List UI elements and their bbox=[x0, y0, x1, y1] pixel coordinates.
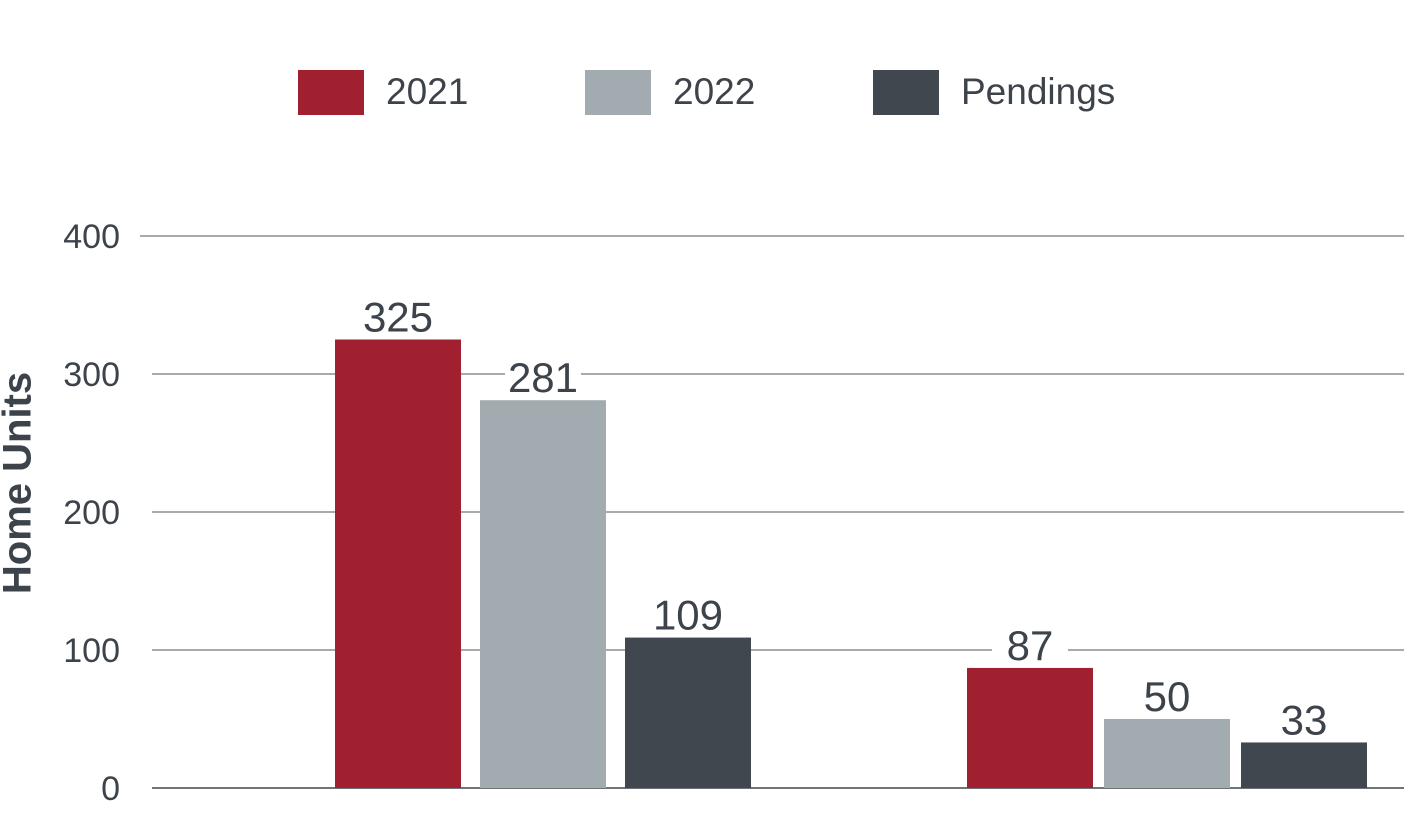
legend-swatch-pendings bbox=[873, 69, 939, 115]
bar-pendings-group-1 bbox=[625, 637, 751, 788]
y-tick-label-300: 300 bbox=[63, 356, 120, 394]
bar-value-label: 50 bbox=[1144, 673, 1191, 720]
y-tick-label-0: 0 bbox=[101, 770, 120, 808]
bar-label-background bbox=[505, 356, 581, 397]
y-tick-label-400: 400 bbox=[63, 218, 120, 256]
bar-value-label: 325 bbox=[363, 294, 433, 341]
y-tick-label-100: 100 bbox=[63, 632, 120, 670]
bar-label-background bbox=[360, 295, 436, 336]
bar-label-background bbox=[1266, 698, 1342, 739]
legend-item-pendings: Pendings bbox=[873, 68, 1115, 116]
bar-2021-group-2 bbox=[967, 667, 1093, 788]
bar-2021-group-1 bbox=[335, 339, 461, 788]
y-tick-label-200: 200 bbox=[63, 494, 120, 532]
bar-value-label: 109 bbox=[653, 592, 723, 639]
bar-value-label: 281 bbox=[508, 354, 578, 401]
bar-value-label: 33 bbox=[1281, 696, 1328, 743]
bar-label-background bbox=[1129, 675, 1205, 715]
legend-label-pendings: Pendings bbox=[961, 71, 1116, 112]
bar-label-background bbox=[650, 593, 726, 634]
bar-label-background bbox=[992, 623, 1068, 664]
legend-label-2021: 2021 bbox=[386, 71, 469, 112]
bar-pendings-group-2 bbox=[1241, 742, 1367, 788]
bar-2022-group-1 bbox=[480, 400, 606, 788]
legend-item-2021: 2021 bbox=[298, 68, 468, 116]
legend-swatch-2021 bbox=[298, 69, 364, 115]
bar-value-label: 87 bbox=[1007, 622, 1054, 669]
legend-swatch-2022 bbox=[585, 69, 651, 115]
bar-2022-group-2 bbox=[1104, 719, 1230, 788]
legend-item-2022: 2022 bbox=[585, 68, 755, 116]
legend-label-2022: 2022 bbox=[673, 71, 756, 112]
